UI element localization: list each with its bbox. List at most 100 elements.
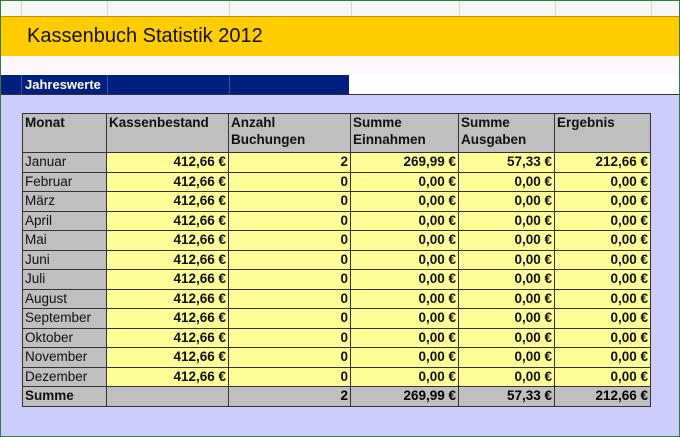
cell-ausgaben[interactable]: 0,00 € bbox=[458, 327, 555, 348]
cell-ergebnis[interactable]: 0,00 € bbox=[554, 249, 651, 270]
cell-einnahmen[interactable]: 0,00 € bbox=[350, 347, 459, 368]
cell-anzahl[interactable]: 0 bbox=[228, 210, 351, 231]
cell-ergebnis[interactable]: 0,00 € bbox=[554, 171, 651, 192]
spacer-row bbox=[1, 56, 679, 74]
table-row: April 412,66 €0 0,00 €0,00 €0,00 € bbox=[22, 210, 651, 231]
cell-anzahl[interactable]: 2 bbox=[228, 152, 351, 173]
page-title: Kassenbuch Statistik 2012 bbox=[27, 25, 263, 47]
summe-row: Summe 2 269,99 € 57,33 € 212,66 € bbox=[22, 386, 651, 407]
summe-ergebnis[interactable]: 212,66 € bbox=[554, 386, 651, 407]
cell-monat[interactable]: April bbox=[22, 210, 107, 231]
cell-ausgaben[interactable]: 0,00 € bbox=[458, 288, 555, 309]
cell-anzahl[interactable]: 0 bbox=[228, 327, 351, 348]
cell-kassenbestand[interactable]: 412,66 € bbox=[106, 210, 229, 231]
cell-monat[interactable]: Juni bbox=[22, 249, 107, 270]
cell-ergebnis[interactable]: 0,00 € bbox=[554, 269, 651, 290]
summe-kassenbestand[interactable] bbox=[106, 386, 229, 407]
cell-ausgaben[interactable]: 0,00 € bbox=[458, 269, 555, 290]
cell-anzahl[interactable]: 0 bbox=[228, 288, 351, 309]
cell-kassenbestand[interactable]: 412,66 € bbox=[106, 171, 229, 192]
cell-einnahmen[interactable]: 0,00 € bbox=[350, 230, 459, 251]
cell-ergebnis[interactable]: 212,66 € bbox=[554, 152, 651, 173]
cell-ausgaben[interactable]: 0,00 € bbox=[458, 210, 555, 231]
cell-einnahmen[interactable]: 0,00 € bbox=[350, 308, 459, 329]
cell-kassenbestand[interactable]: 412,66 € bbox=[106, 152, 229, 173]
cell-anzahl[interactable]: 0 bbox=[228, 366, 351, 387]
cell-monat[interactable]: September bbox=[22, 308, 107, 329]
cell-kassenbestand[interactable]: 412,66 € bbox=[106, 347, 229, 368]
cell-monat[interactable]: August bbox=[22, 288, 107, 309]
table-header-row: Monat Kassenbestand Anzahl Buchungen Sum… bbox=[22, 113, 651, 153]
cell-ausgaben[interactable]: 0,00 € bbox=[458, 171, 555, 192]
cell-kassenbestand[interactable]: 412,66 € bbox=[106, 327, 229, 348]
summe-einnahmen[interactable]: 269,99 € bbox=[350, 386, 459, 407]
cell-einnahmen[interactable]: 0,00 € bbox=[350, 366, 459, 387]
col-header-ausgaben[interactable]: Summe Ausgaben bbox=[458, 113, 555, 153]
cell-anzahl[interactable]: 0 bbox=[228, 269, 351, 290]
cell-ausgaben[interactable]: 0,00 € bbox=[458, 308, 555, 329]
cell-ergebnis[interactable]: 0,00 € bbox=[554, 191, 651, 212]
cell-einnahmen[interactable]: 0,00 € bbox=[350, 210, 459, 231]
top-grid-strip bbox=[1, 1, 679, 16]
col-header-monat[interactable]: Monat bbox=[22, 113, 107, 153]
cell-kassenbestand[interactable]: 412,66 € bbox=[106, 288, 229, 309]
cell-einnahmen[interactable]: 0,00 € bbox=[350, 288, 459, 309]
cell-anzahl[interactable]: 0 bbox=[228, 249, 351, 270]
cell-ausgaben[interactable]: 0,00 € bbox=[458, 191, 555, 212]
cell-einnahmen[interactable]: 0,00 € bbox=[350, 249, 459, 270]
summe-ausgaben[interactable]: 57,33 € bbox=[458, 386, 555, 407]
cell-anzahl[interactable]: 0 bbox=[228, 347, 351, 368]
cell-ausgaben[interactable]: 0,00 € bbox=[458, 249, 555, 270]
section-header: Jahreswerte bbox=[1, 75, 349, 94]
cell-monat[interactable]: Januar bbox=[22, 152, 107, 173]
cell-ergebnis[interactable]: 0,00 € bbox=[554, 210, 651, 231]
cell-monat[interactable]: Mai bbox=[22, 230, 107, 251]
cell-ausgaben[interactable]: 57,33 € bbox=[458, 152, 555, 173]
cell-anzahl[interactable]: 0 bbox=[228, 308, 351, 329]
table-row: September 412,66 €0 0,00 €0,00 €0,00 € bbox=[22, 308, 651, 329]
col-header-kassenbestand[interactable]: Kassenbestand bbox=[106, 113, 229, 153]
cell-einnahmen[interactable]: 0,00 € bbox=[350, 327, 459, 348]
cell-anzahl[interactable]: 0 bbox=[228, 171, 351, 192]
summe-label[interactable]: Summe bbox=[22, 386, 107, 407]
table-row: Januar 412,66 €2 269,99 €57,33 €212,66 € bbox=[22, 152, 651, 173]
cell-kassenbestand[interactable]: 412,66 € bbox=[106, 308, 229, 329]
cell-monat[interactable]: Oktober bbox=[22, 327, 107, 348]
cell-ergebnis[interactable]: 0,00 € bbox=[554, 366, 651, 387]
cell-ausgaben[interactable]: 0,00 € bbox=[458, 366, 555, 387]
cell-einnahmen[interactable]: 269,99 € bbox=[350, 152, 459, 173]
cell-ausgaben[interactable]: 0,00 € bbox=[458, 230, 555, 251]
table-row: Mai 412,66 €0 0,00 €0,00 €0,00 € bbox=[22, 230, 651, 251]
cell-einnahmen[interactable]: 0,00 € bbox=[350, 269, 459, 290]
summe-anzahl[interactable]: 2 bbox=[228, 386, 351, 407]
cell-anzahl[interactable]: 0 bbox=[228, 191, 351, 212]
section-title: Jahreswerte bbox=[25, 77, 101, 92]
cell-ausgaben[interactable]: 0,00 € bbox=[458, 347, 555, 368]
cell-monat[interactable]: Dezember bbox=[22, 366, 107, 387]
cell-monat[interactable]: März bbox=[22, 191, 107, 212]
cell-ergebnis[interactable]: 0,00 € bbox=[554, 230, 651, 251]
cell-ergebnis[interactable]: 0,00 € bbox=[554, 327, 651, 348]
cell-ergebnis[interactable]: 0,00 € bbox=[554, 347, 651, 368]
table-row: Juni 412,66 €0 0,00 €0,00 €0,00 € bbox=[22, 249, 651, 270]
cell-ergebnis[interactable]: 0,00 € bbox=[554, 308, 651, 329]
col-header-ergebnis[interactable]: Ergebnis bbox=[554, 113, 651, 153]
table-row: August 412,66 €0 0,00 €0,00 €0,00 € bbox=[22, 288, 651, 309]
cell-kassenbestand[interactable]: 412,66 € bbox=[106, 269, 229, 290]
cell-ergebnis[interactable]: 0,00 € bbox=[554, 288, 651, 309]
col-header-einnahmen[interactable]: Summe Einnahmen bbox=[350, 113, 459, 153]
cell-einnahmen[interactable]: 0,00 € bbox=[350, 191, 459, 212]
cell-anzahl[interactable]: 0 bbox=[228, 230, 351, 251]
title-bar: Kassenbuch Statistik 2012 bbox=[1, 16, 679, 57]
cell-kassenbestand[interactable]: 412,66 € bbox=[106, 230, 229, 251]
cell-kassenbestand[interactable]: 412,66 € bbox=[106, 366, 229, 387]
cell-monat[interactable]: Juli bbox=[22, 269, 107, 290]
cell-monat[interactable]: November bbox=[22, 347, 107, 368]
table-row: Februar 412,66 €0 0,00 €0,00 €0,00 € bbox=[22, 171, 651, 192]
cell-einnahmen[interactable]: 0,00 € bbox=[350, 171, 459, 192]
col-header-anzahl[interactable]: Anzahl Buchungen bbox=[228, 113, 351, 153]
cell-kassenbestand[interactable]: 412,66 € bbox=[106, 191, 229, 212]
cell-kassenbestand[interactable]: 412,66 € bbox=[106, 249, 229, 270]
table-row: Oktober 412,66 €0 0,00 €0,00 €0,00 € bbox=[22, 327, 651, 348]
cell-monat[interactable]: Februar bbox=[22, 171, 107, 192]
